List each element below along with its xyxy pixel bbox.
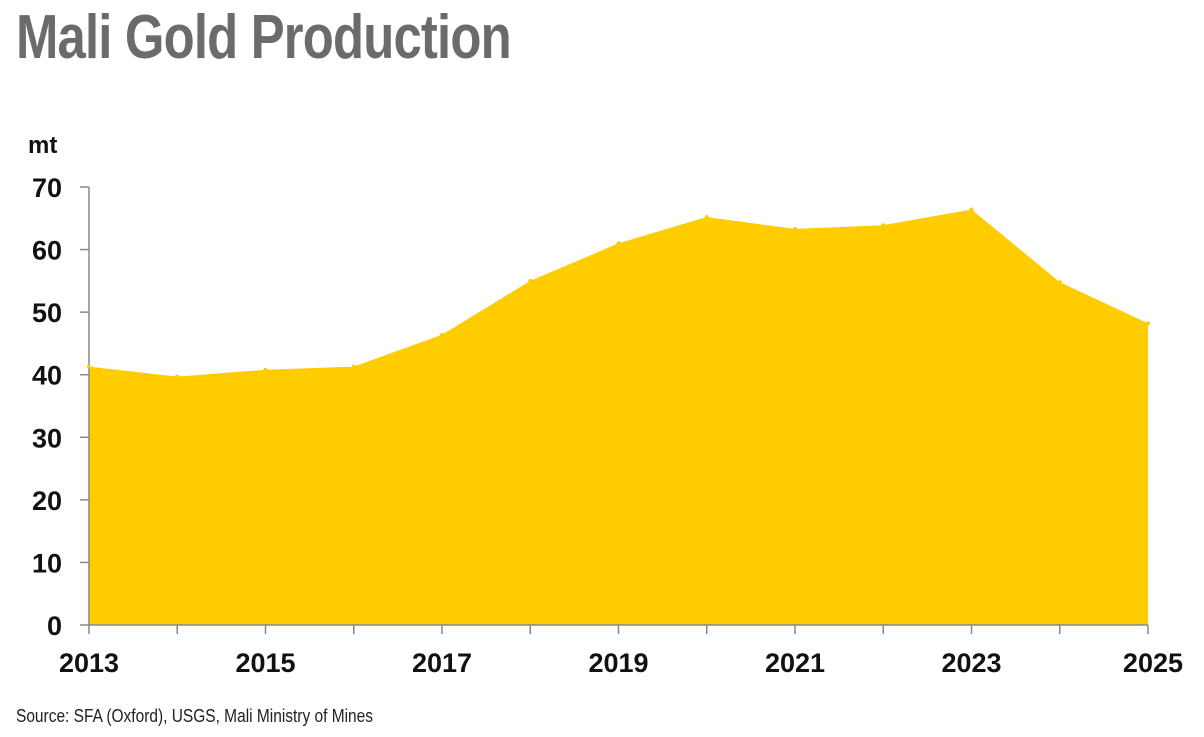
x-tick-label-2021: 2021 [765,648,825,678]
data-point-2024 [1057,280,1062,285]
y-tick-label-10: 10 [32,548,62,578]
data-point-2018 [528,278,533,283]
data-points [87,207,1150,379]
y-tick-label-30: 30 [32,423,62,453]
data-point-2016 [351,364,356,369]
chart-title: Mali Gold Production [16,3,512,72]
source-note: Source: SFA (Oxford), USGS, Mali Ministr… [16,706,373,726]
y-tick-label-40: 40 [32,361,62,391]
y-tick-label-20: 20 [32,486,62,516]
y-tick-label-50: 50 [32,298,62,328]
y-tick-label-60: 60 [32,236,62,266]
y-tick-label-70: 70 [32,173,62,203]
data-point-2022 [881,223,886,228]
x-tick-label-2023: 2023 [941,648,1001,678]
data-point-2020 [704,215,709,219]
data-point-2023 [969,207,974,212]
x-axis: 2013 2015 2017 2019 2021 2023 2025 [59,624,1183,678]
x-tick-label-2017: 2017 [412,648,472,678]
y-axis: 0 10 20 30 40 50 60 70 [32,173,90,641]
y-tick-label-0: 0 [47,611,62,641]
y-axis-unit-label: mt [28,132,57,159]
x-tick-label-2019: 2019 [588,648,648,678]
data-point-2017 [440,332,444,337]
x-tick-label-2013: 2013 [59,648,119,678]
data-point-2021 [793,226,797,231]
data-point-2013 [87,364,91,369]
data-point-2019 [616,241,621,246]
data-point-2015 [263,367,268,372]
production-area [89,209,1148,625]
data-point-2014 [175,374,180,379]
x-tick-label-2015: 2015 [235,648,295,678]
data-point-2025 [1146,321,1150,326]
x-tick-label-2025: 2025 [1123,648,1183,678]
